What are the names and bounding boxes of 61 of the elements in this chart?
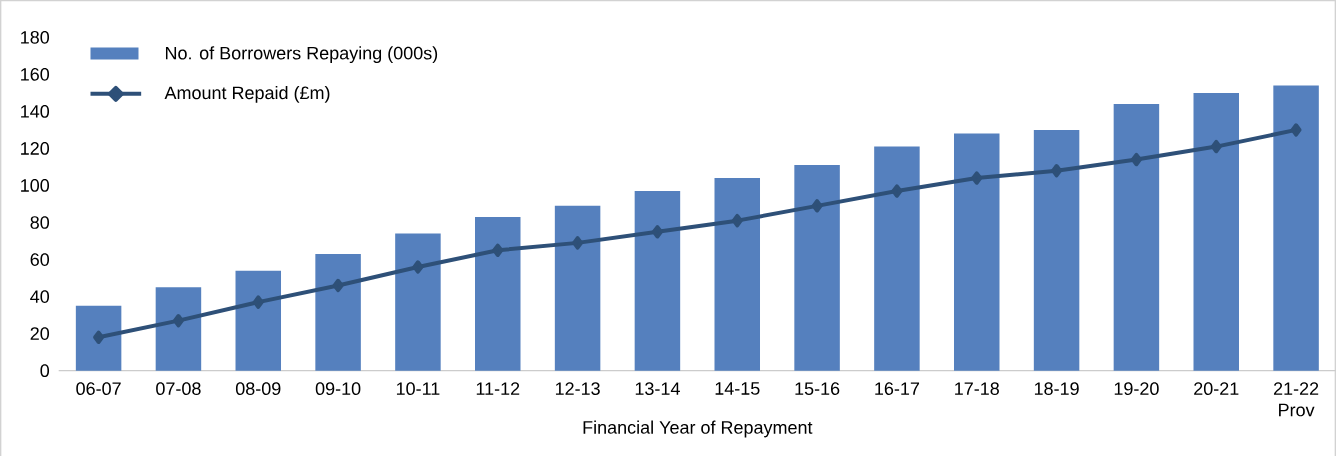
x-tick-label: 11-12 (476, 382, 520, 395)
bar (794, 165, 840, 371)
point (93, 330, 105, 344)
x-tick-label: 07-08 (156, 382, 201, 395)
point (1051, 163, 1063, 178)
point (811, 199, 823, 213)
bar (1273, 85, 1319, 371)
y-tick-label: 60 (30, 253, 50, 266)
x-tick-label: 20-21 (1194, 382, 1239, 395)
y-tick-label: 20 (30, 327, 50, 340)
y-tick-label: 40 (30, 290, 50, 303)
x-tick-label: 15-16 (795, 382, 840, 395)
bar (395, 233, 441, 371)
x-tick-label: 19-20 (1114, 382, 1159, 395)
bar (475, 216, 521, 371)
y-tick-label: 80 (30, 216, 50, 229)
y-tick-label: 120 (21, 142, 50, 155)
bar (75, 305, 122, 371)
x-tick-label: 06-07 (76, 382, 121, 395)
point (332, 278, 344, 293)
point (651, 225, 663, 239)
y-tick-label: 160 (21, 67, 50, 81)
y-tick-label: 0 (40, 364, 50, 378)
x-tick-label: 09-10 (315, 382, 361, 395)
x-tick-label: 08-09 (235, 382, 281, 395)
x-tick-label: 12-13 (555, 382, 600, 395)
point (412, 260, 424, 274)
bar (554, 205, 601, 371)
point (731, 213, 743, 228)
x-tick-label: 13-14 (635, 382, 680, 395)
bar (954, 133, 1000, 371)
legend-label: No. of Borrowers Repaying (000s) (165, 46, 438, 64)
x-tick-label: 14-15 (715, 382, 760, 395)
y-tick-label: 140 (21, 105, 50, 118)
y-tick-label: 180 (21, 30, 50, 44)
x-tick-label: 16-17 (875, 382, 920, 395)
x-tick-label: 18-19 (1034, 382, 1079, 395)
bar (874, 146, 920, 371)
point (172, 313, 184, 328)
bar (235, 270, 282, 371)
bar (1113, 103, 1160, 371)
bar (634, 191, 681, 371)
point (1130, 152, 1142, 167)
bar (1193, 92, 1239, 371)
bar (1033, 129, 1080, 371)
point (1290, 123, 1302, 137)
legend-label: Amount Repaid (£m) (164, 85, 330, 103)
bar (155, 287, 202, 371)
point (891, 184, 903, 198)
point (492, 243, 504, 257)
point (252, 295, 264, 309)
point (971, 171, 983, 185)
x-axis-title: Financial Year of Repayment (583, 420, 813, 438)
y-tick-label: 100 (21, 179, 50, 192)
point (1210, 139, 1222, 154)
bar (315, 253, 361, 371)
x-tick-label: 10-11 (396, 382, 440, 395)
x-tick-label: 21-22 Prov (1273, 382, 1319, 417)
point (572, 236, 584, 250)
x-tick-label: 17-18 (955, 382, 999, 395)
bar (714, 178, 761, 371)
